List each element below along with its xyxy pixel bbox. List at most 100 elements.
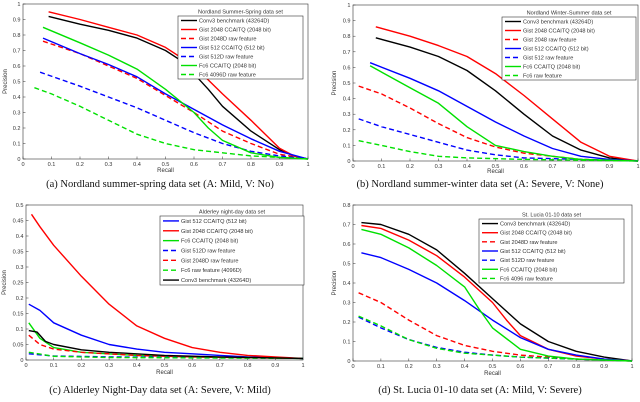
y-axis-label: Precision bbox=[3, 69, 9, 94]
series-line bbox=[358, 118, 639, 162]
x-tick-label: 0 bbox=[21, 162, 24, 168]
y-tick-label: 0.2 bbox=[343, 128, 351, 134]
series-line bbox=[361, 224, 633, 362]
series-line bbox=[28, 351, 304, 360]
legend-box bbox=[177, 15, 304, 80]
series-line bbox=[369, 62, 639, 162]
caption-d: (d) St. Lucia 01-10 data set (A: Mild, V… bbox=[378, 385, 582, 396]
legend-label: Gist 2048 CCAITQ (2048 bit) bbox=[500, 231, 572, 237]
y-tick-label: 0.7 bbox=[343, 50, 351, 56]
chart-panel-b: 0 0.1 0.2 0.3 0.4 0.5 0.6 0.7 0.8 0.9 1 0 0.1 0.2 0.3 0… bbox=[332, 3, 640, 175]
legend-label: Gist 2048D raw feature bbox=[181, 258, 239, 264]
x-tick-label: 0.7 bbox=[544, 364, 552, 370]
y-tick-label: 0.1 bbox=[16, 327, 24, 333]
series-line bbox=[369, 65, 639, 162]
legend-label: Gist 512 CCAITQ (512 bit) bbox=[500, 249, 566, 255]
y-tick-label: 0 bbox=[17, 157, 20, 163]
caption-c: (c) Alderley Night-Day data set (A: Seve… bbox=[49, 385, 271, 396]
legend-box bbox=[478, 218, 625, 284]
x-tick-label: 0.7 bbox=[549, 164, 557, 170]
legend-box bbox=[159, 215, 305, 286]
x-tick-label: 0.1 bbox=[377, 364, 385, 370]
x-tick-label: 0.3 bbox=[105, 162, 113, 168]
x-tick-label: 0.5 bbox=[489, 364, 497, 370]
legend-label: Fc6 raw feature bbox=[523, 74, 562, 80]
x-tick-label: 0.2 bbox=[76, 162, 84, 168]
x-tick-label: 1 bbox=[636, 164, 639, 170]
x-tick-label: 0.4 bbox=[463, 164, 471, 170]
caption-b: (b) Nordland summer-winter data set (A: … bbox=[356, 179, 604, 190]
x-tick-label: 0.3 bbox=[433, 364, 441, 370]
legend-label: Fc6 CCAITQ (2048 bit) bbox=[199, 64, 256, 70]
x-tick-label: 0.9 bbox=[600, 364, 608, 370]
x-axis-label: Recall bbox=[484, 371, 501, 377]
legend: Conv3 benchmark (43264D) Gist 2048 CCAITQ… bbox=[501, 16, 637, 81]
y-tick-label: 0.45 bbox=[13, 219, 24, 225]
y-tick-label: 0 bbox=[20, 358, 23, 364]
x-tick-label: 0 bbox=[24, 363, 27, 369]
y-tick-label: 0.1 bbox=[13, 142, 21, 148]
x-tick-label: 0.2 bbox=[78, 363, 86, 369]
x-tick-label: 0.2 bbox=[405, 364, 413, 370]
legend-label: Gist 2048D raw feature bbox=[199, 37, 257, 43]
legend-label: Fc6 CCAITQ (2048 bit) bbox=[181, 239, 238, 245]
x-tick-label: 0.7 bbox=[219, 162, 227, 168]
caption-a: (a) Nordland summer-spring data set (A: … bbox=[46, 179, 274, 190]
y-tick-label: 0.4 bbox=[343, 97, 351, 103]
y-tick-label: 0.3 bbox=[16, 265, 24, 271]
series-line bbox=[28, 329, 304, 360]
x-axis-label: Recall bbox=[157, 168, 174, 174]
x-tick-label: 1 bbox=[306, 162, 309, 168]
legend-label: Gist 512 raw feature bbox=[523, 56, 573, 62]
legend-label: Gist 512 CCAITQ (512 bit) bbox=[181, 219, 247, 225]
y-tick-label: 0.5 bbox=[343, 81, 351, 87]
y-tick-label: 0.6 bbox=[343, 242, 351, 248]
y-tick-label: 0.5 bbox=[13, 80, 21, 86]
x-tick-label: 0.5 bbox=[161, 363, 169, 369]
legend-box bbox=[501, 16, 637, 81]
x-tick-label: 0.9 bbox=[271, 363, 279, 369]
series-line bbox=[28, 334, 304, 360]
y-tick-label: 0.7 bbox=[343, 223, 351, 229]
y-tick-label: 0.25 bbox=[13, 281, 24, 287]
legend-label: Gist 512 CCAITQ (512 bit) bbox=[199, 46, 265, 52]
legend-label: Gist 2048 CCAITQ (2048 bit) bbox=[199, 28, 271, 34]
y-tick-label: 0.8 bbox=[13, 33, 21, 39]
y-tick-label: 0.2 bbox=[343, 320, 351, 326]
legend-label: Conv3 benchmark (43264D) bbox=[523, 20, 593, 26]
legend: Gist 512 CCAITQ (512 bit) Gist 2048 CCAIT… bbox=[159, 215, 305, 286]
series-line bbox=[42, 26, 309, 160]
y-tick-label: 0.9 bbox=[343, 19, 351, 25]
legend-label: Gist 512 CCAITQ (512 bit) bbox=[523, 47, 589, 53]
chart-panel-d: 0 0.1 0.2 0.3 0.4 0.5 0.6 0.7 0.8 0.9 1 0 0.1 0.2 0.3 0… bbox=[332, 203, 634, 377]
x-tick-label: 0.6 bbox=[190, 162, 198, 168]
y-tick-label: 0.1 bbox=[343, 143, 351, 149]
y-tick-label: 0.2 bbox=[13, 126, 21, 132]
x-tick-label: 0.8 bbox=[247, 162, 255, 168]
y-tick-label: 0 bbox=[347, 159, 350, 165]
y-axis-label: Precision bbox=[332, 71, 338, 96]
legend-label: Conv3 benchmark (43264D) bbox=[500, 222, 570, 228]
series-line bbox=[375, 26, 639, 162]
y-tick-label: 0.8 bbox=[343, 203, 351, 209]
y-tick-label: 1 bbox=[347, 3, 350, 9]
y-tick-label: 0.6 bbox=[343, 65, 351, 71]
x-tick-label: 0.5 bbox=[492, 164, 500, 170]
x-tick-label: 0.1 bbox=[48, 162, 56, 168]
x-tick-label: 0.8 bbox=[572, 364, 580, 370]
legend: Conv3 benchmark (43264D) Gist 2048 CCAITQ… bbox=[478, 218, 625, 284]
y-tick-label: 0.7 bbox=[13, 49, 21, 55]
x-tick-label: 0.3 bbox=[105, 363, 113, 369]
chart-panel-c: 0 0.1 0.2 0.3 0.4 0.5 0.6 0.7 0.8 0.9 1 0 0.05 0.1 0.1… bbox=[2, 203, 305, 376]
x-tick-label: 0.1 bbox=[50, 363, 58, 369]
x-tick-label: 0.8 bbox=[577, 164, 585, 170]
series-line bbox=[375, 37, 639, 162]
x-axis-label: Recall bbox=[156, 370, 173, 376]
y-tick-label: 0.6 bbox=[13, 64, 21, 70]
legend-title: Nordland Summer-Spring data set bbox=[198, 10, 283, 16]
series-line bbox=[358, 315, 633, 362]
y-tick-label: 1 bbox=[17, 2, 20, 8]
x-tick-label: 0.4 bbox=[133, 162, 141, 168]
